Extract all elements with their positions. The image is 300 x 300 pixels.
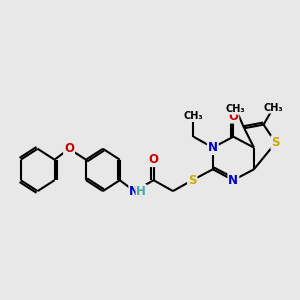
Text: CH₃: CH₃ bbox=[263, 103, 283, 113]
Text: N: N bbox=[129, 184, 139, 198]
Text: H: H bbox=[136, 184, 146, 198]
Text: CH₃: CH₃ bbox=[226, 104, 246, 114]
Text: N: N bbox=[228, 174, 239, 187]
Text: O: O bbox=[64, 142, 74, 155]
Text: O: O bbox=[228, 110, 239, 123]
Text: N: N bbox=[208, 141, 218, 154]
Text: CH₃: CH₃ bbox=[184, 111, 203, 121]
Text: O: O bbox=[148, 153, 159, 166]
Text: S: S bbox=[272, 136, 280, 149]
Text: S: S bbox=[188, 174, 196, 187]
